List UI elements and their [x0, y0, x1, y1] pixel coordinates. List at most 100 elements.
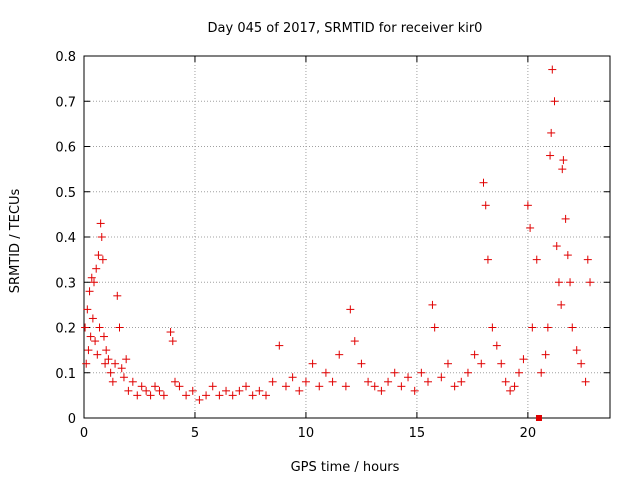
- x-tick-label: 15: [409, 426, 426, 441]
- data-point: [519, 355, 528, 364]
- data-point: [479, 178, 488, 187]
- data-point: [91, 337, 100, 346]
- data-point: [437, 373, 446, 382]
- data-point: [248, 391, 257, 400]
- x-tick-label: 20: [520, 426, 537, 441]
- y-axis-label: SRMTID / TECUs: [8, 189, 23, 294]
- data-point: [87, 273, 96, 282]
- data-point: [119, 373, 128, 382]
- data-point: [328, 377, 337, 386]
- data-point: [561, 214, 570, 223]
- data-point: [477, 359, 486, 368]
- data-point: [295, 386, 304, 395]
- zero-marker: [535, 415, 542, 421]
- data-point: [346, 305, 355, 314]
- data-point: [488, 323, 497, 332]
- data-point: [94, 251, 103, 260]
- y-tick-label: 0.5: [55, 186, 76, 201]
- data-point: [268, 377, 277, 386]
- data-point: [97, 233, 106, 241]
- data-point: [457, 377, 466, 386]
- data-point: [443, 359, 452, 368]
- data-point: [215, 391, 224, 400]
- data-point: [384, 377, 393, 386]
- data-point: [581, 377, 590, 386]
- axis-ticks: 0 0.1 0.2 0.3 0.4 0.5 0.6 0.7 0.8 0 5 10 15 20: [55, 50, 610, 441]
- data-point: [357, 359, 366, 368]
- data-point: [417, 368, 426, 377]
- data-point: [554, 278, 563, 287]
- data-point: [335, 350, 344, 359]
- data-point: [166, 328, 175, 337]
- chart-title: Day 045 of 2017, SRMTID for receiver kir…: [208, 21, 483, 36]
- data-point: [281, 382, 290, 391]
- data-point: [104, 355, 113, 364]
- data-point: [370, 382, 379, 391]
- y-tick-label: 0.1: [55, 367, 76, 382]
- data-point: [559, 156, 568, 165]
- x-axis-label: GPS time / hours: [291, 460, 400, 475]
- data-point: [96, 219, 105, 228]
- data-point: [170, 377, 179, 386]
- data-point: [86, 332, 95, 341]
- data-point: [222, 386, 231, 395]
- data-point: [108, 377, 117, 386]
- data-point: [175, 382, 184, 391]
- data-point: [208, 382, 217, 391]
- data-point: [546, 151, 555, 160]
- data-point: [98, 255, 107, 264]
- data-point: [315, 382, 324, 391]
- data-point: [428, 300, 437, 309]
- data-point: [275, 341, 284, 350]
- data-point: [101, 359, 110, 368]
- data-point: [111, 359, 120, 368]
- data-point: [124, 386, 133, 395]
- data-point: [552, 242, 561, 251]
- data-point: [195, 395, 204, 404]
- data-point: [182, 391, 191, 400]
- y-tick-label: 0.6: [55, 141, 76, 156]
- data-point: [95, 323, 104, 332]
- data-point: [321, 368, 330, 377]
- data-point: [137, 382, 146, 391]
- x-tick-label: 10: [298, 426, 315, 441]
- data-point: [89, 278, 98, 287]
- grid: [84, 56, 610, 418]
- data-point: [515, 368, 524, 377]
- data-point: [537, 368, 546, 377]
- data-point: [81, 323, 90, 332]
- data-point: [568, 323, 577, 332]
- data-point: [558, 165, 567, 174]
- data-point: [550, 97, 559, 106]
- x-tick-label: 5: [191, 426, 199, 441]
- data-point: [526, 223, 535, 232]
- data-point: [586, 278, 595, 287]
- data-point: [151, 382, 160, 391]
- data-point: [497, 359, 506, 368]
- data-point: [235, 386, 244, 395]
- data-point: [572, 346, 581, 355]
- data-point: [532, 255, 541, 264]
- data-point: [159, 391, 168, 400]
- data-point: [506, 386, 515, 395]
- x-tick-label: 0: [80, 426, 88, 441]
- data-point: [404, 373, 413, 382]
- data-point: [261, 391, 270, 400]
- data-point: [377, 386, 386, 395]
- y-tick-label: 0.3: [55, 276, 76, 291]
- data-point: [102, 346, 111, 355]
- data-point: [88, 314, 97, 323]
- data-point: [155, 386, 164, 395]
- data-point: [481, 201, 490, 210]
- data-point: [92, 264, 101, 273]
- data-point: [528, 323, 537, 332]
- data-point: [106, 368, 115, 377]
- data-point: [122, 355, 131, 364]
- data-point: [168, 337, 177, 346]
- data-point: [84, 346, 93, 355]
- data-point: [492, 341, 501, 350]
- data-point: [228, 391, 237, 400]
- data-point: [301, 377, 310, 386]
- data-point: [202, 391, 211, 400]
- data-point: [115, 323, 124, 332]
